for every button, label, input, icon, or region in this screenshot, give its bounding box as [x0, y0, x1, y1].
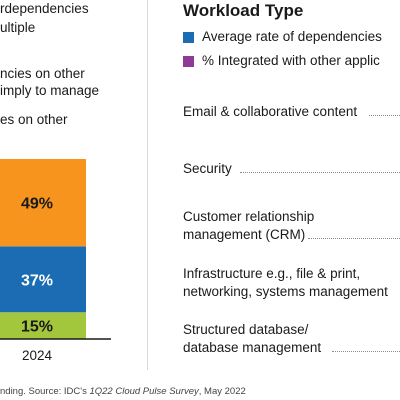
- workload-row-email: Email & collaborative content: [183, 104, 358, 119]
- bar-layer: 15% 37% 49%: [0, 159, 86, 339]
- leader-dots: [332, 351, 400, 352]
- left-text-line-2: ultiple: [0, 20, 36, 35]
- leader-dots: [308, 238, 400, 239]
- blue-square-icon: [183, 32, 194, 43]
- panel-divider: [147, 0, 148, 370]
- workload-row-database: Structured database/ database management: [183, 322, 322, 355]
- workload-row-infrastructure: Infrastructure e.g., file & print, netwo…: [183, 266, 388, 299]
- leader-dots: [369, 115, 400, 116]
- stacked-bar-chart: 15% 37% 49% 2024: [0, 159, 111, 363]
- left-text-line-4: imply to manage: [0, 83, 100, 98]
- bar-segment-2: [0, 246, 86, 313]
- workload-row-security: Security: [183, 161, 232, 176]
- left-text-line-5: es on other: [0, 112, 68, 127]
- workload-row-crm: Customer relationship management (CRM): [183, 209, 315, 242]
- purple-square-icon: [183, 56, 194, 67]
- workload-title: Workload Type: [183, 1, 304, 20]
- bar-value-label-1: 15%: [21, 319, 53, 336]
- bar-value-label-3: 49%: [21, 196, 53, 213]
- leader-dots: [240, 172, 400, 173]
- source-footnote: nding. Source: IDC's 1Q22 Cloud Pulse Su…: [0, 386, 246, 397]
- category-label: 2024: [22, 348, 53, 363]
- legend-label-integrated: % Integrated with other applic: [202, 53, 380, 68]
- bar-segment-3: [0, 159, 86, 247]
- left-text-line-1: rdependencies: [0, 1, 89, 16]
- bar-segment-1: [0, 312, 86, 339]
- bar-value-label-2: 37%: [21, 272, 53, 289]
- left-text-line-3: ncies on other: [0, 66, 85, 81]
- legend-label-average-rate: Average rate of dependencies: [202, 29, 382, 44]
